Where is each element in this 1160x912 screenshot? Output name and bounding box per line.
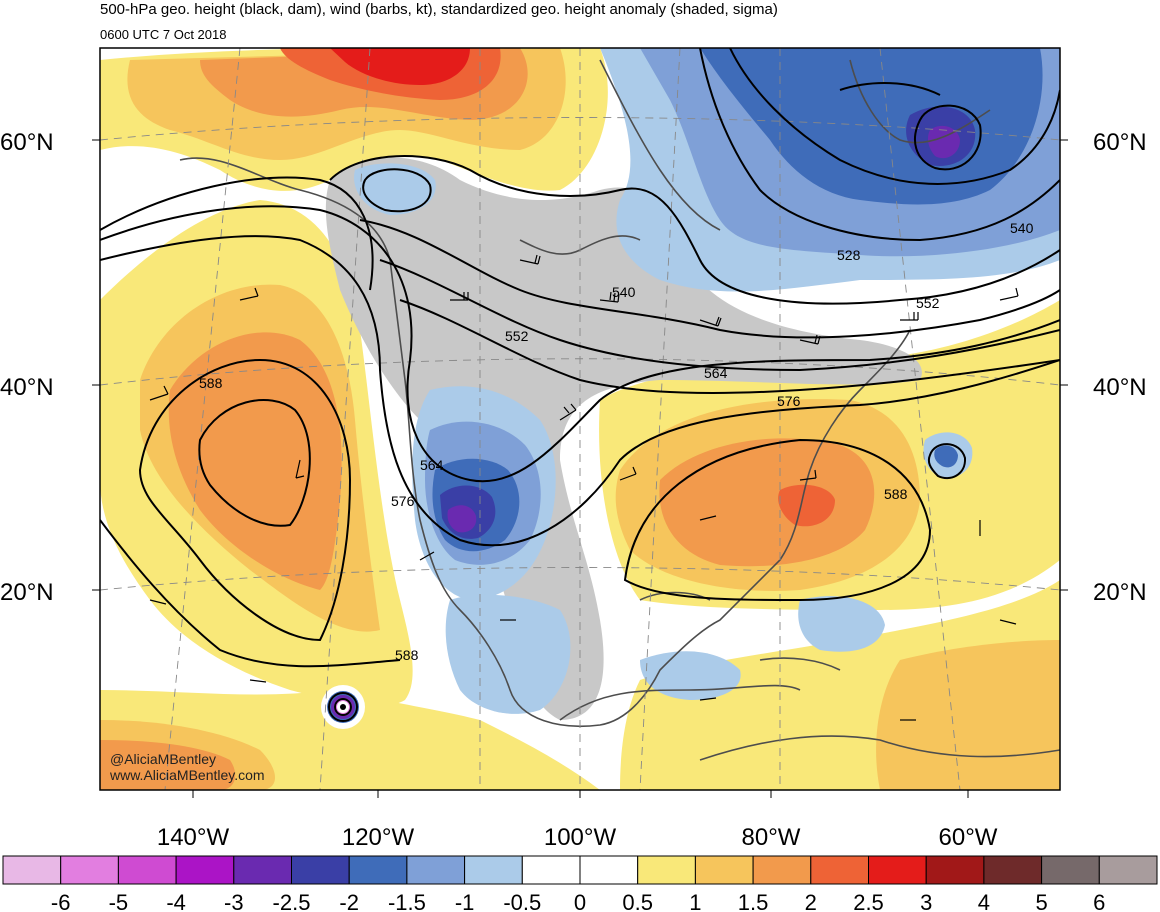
colorbar-swatch	[694, 855, 754, 885]
colorbar-label: 1.5	[738, 890, 769, 912]
contour-labels: 588 564 576 588 552 540 564 576 588 552 …	[199, 220, 1034, 663]
anomaly-negative-northeast-max	[927, 125, 960, 159]
anomaly-negative-southwest-max	[447, 505, 477, 533]
lat-label-60-right: 60°N	[1093, 129, 1147, 156]
anomaly-negative-atlantic	[798, 596, 885, 652]
colorbar-label: -0.5	[503, 890, 541, 912]
map-panel: 588 564 576 588 552 540 564 576 588 552 …	[100, 48, 1060, 790]
colorbar-swatch	[348, 855, 408, 885]
contour-label-588-west: 588	[199, 375, 223, 391]
anomaly-positive-tropical-atlantic-mid	[876, 640, 1060, 790]
anomaly-positive-canada-max	[330, 48, 470, 85]
lat-label-20-left: 20°N	[0, 579, 54, 606]
contour-label-576-sw: 576	[391, 493, 415, 509]
lon-label-120w: 120°W	[342, 824, 415, 851]
lon-label-100w: 100°W	[544, 824, 617, 851]
contour-label-552-central: 552	[505, 328, 529, 344]
anomaly-negative-caribbean	[640, 651, 741, 700]
anomaly-positive-east-core	[659, 438, 875, 567]
contour-label-540-central: 540	[612, 284, 636, 300]
colorbar-label: -6	[51, 890, 71, 912]
colorbar-swatch	[810, 855, 869, 885]
colorbar-label: 6	[1093, 890, 1105, 912]
contour-label-540-east: 540	[1010, 220, 1034, 236]
wind-barbs	[149, 254, 1019, 721]
anomaly-negative-atlantic-low-core	[934, 445, 958, 468]
colorbar-swatch	[175, 855, 235, 885]
colorbar-label: 4	[978, 890, 990, 912]
credit-handle: @AliciaMBentley	[110, 751, 216, 767]
colorbar-label: 2.5	[853, 890, 884, 912]
anomaly-neutral-band	[325, 157, 922, 720]
colorbar-swatch	[1041, 855, 1100, 885]
lon-label-140w: 140°W	[157, 824, 230, 851]
height-contours	[100, 48, 1060, 722]
colorbar-swatch	[752, 855, 812, 885]
colorbar-label: -1	[455, 890, 475, 912]
map-valid-time: 0600 UTC 7 Oct 2018	[100, 27, 227, 42]
lat-label-40-left: 40°N	[0, 374, 54, 401]
lat-label-20-right: 20°N	[1093, 579, 1147, 606]
colorbar-swatch	[521, 855, 581, 885]
colorbar-swatch	[291, 855, 350, 885]
colorbar-swatch	[60, 855, 119, 885]
contour-label-528-east: 528	[837, 247, 861, 263]
colorbar-label: -1.5	[388, 890, 426, 912]
colorbar-label: 2	[805, 890, 817, 912]
axis-ticks	[92, 139, 1068, 798]
anomaly-positive-pacific-core	[168, 332, 342, 590]
contour-label-576-east: 576	[777, 393, 801, 409]
colorbar-label: -4	[166, 890, 186, 912]
contour-label-564-sw: 564	[420, 457, 444, 473]
contour-label-588-south: 588	[395, 647, 419, 663]
colorbar-swatch	[925, 855, 985, 885]
colorbar-swatch	[2, 855, 62, 885]
colorbar-swatch	[579, 855, 639, 885]
colorbar-swatch	[637, 855, 696, 885]
colorbar-label: 1	[689, 890, 701, 912]
colorbar-label: -3	[224, 890, 244, 912]
colorbar-swatch	[983, 855, 1043, 885]
lat-label-40-right: 40°N	[1093, 374, 1147, 401]
colorbar-label: 0.5	[622, 890, 653, 912]
lon-label-80w: 80°W	[742, 824, 801, 851]
colorbar-swatch	[117, 855, 177, 885]
hurricane-eye	[340, 704, 346, 710]
contour-label-588-east: 588	[884, 486, 908, 502]
lon-label-60w: 60°W	[939, 824, 998, 851]
contour-label-564-east: 564	[704, 365, 728, 381]
anomaly-negative-mexico	[445, 594, 571, 714]
colorbar-label: 0	[574, 890, 586, 912]
colorbar-label: -2	[339, 890, 359, 912]
graticule	[100, 48, 1060, 790]
colorbar-label: 5	[1035, 890, 1047, 912]
colorbar-swatch	[1098, 855, 1158, 885]
map-title: 500-hPa geo. height (black, dam), wind (…	[100, 1, 778, 18]
colorbar-swatch	[868, 855, 927, 885]
lat-label-60-left: 60°N	[0, 129, 54, 156]
colorbar-swatch	[233, 855, 293, 885]
anomaly-positive-east-peak	[778, 484, 835, 527]
colorbar-swatch	[406, 855, 466, 885]
colorbar: -6 -5 -4 -3 -2.5 -2 -1.5 -1 -0.5 0 0.5 1 1.5 2 2.5 3 4 5 6	[2, 855, 1158, 912]
colorbar-swatch	[464, 855, 523, 885]
anomaly-negative-canada-ridge	[354, 163, 436, 215]
contour-label-552-east: 552	[916, 295, 940, 311]
colorbar-label: -2.5	[273, 890, 311, 912]
colorbar-label: 3	[920, 890, 932, 912]
anomaly-negative-northeast-core	[700, 48, 1043, 205]
colorbar-label: -5	[109, 890, 129, 912]
credit-website: www.AliciaMBentley.com	[109, 767, 265, 783]
